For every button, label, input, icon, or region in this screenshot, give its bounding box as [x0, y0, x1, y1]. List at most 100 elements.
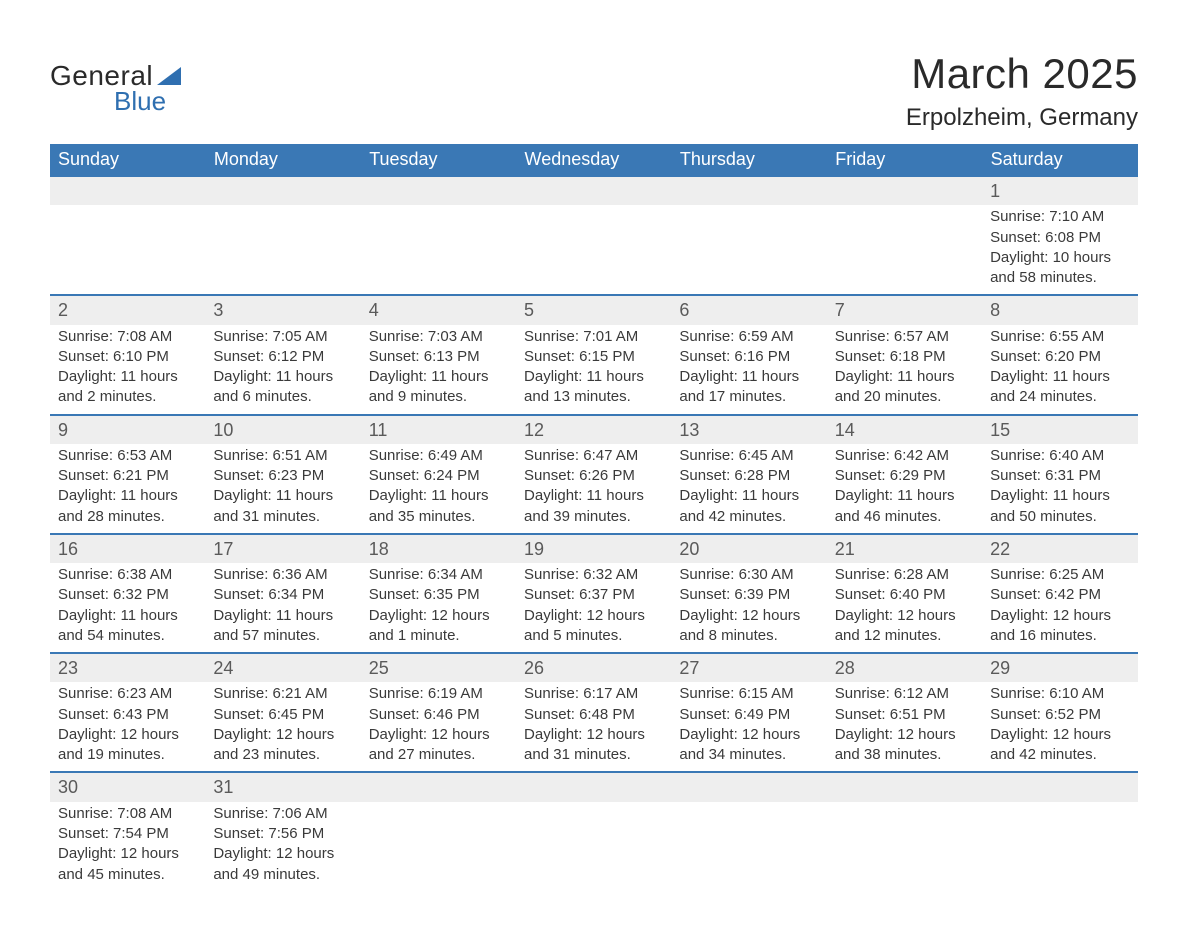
sunrise-text: Sunrise: 7:08 AM	[58, 804, 197, 824]
page-header: General Blue March 2025 Erpolzheim, Germ…	[50, 50, 1138, 132]
empty-cell	[827, 205, 982, 295]
day-detail: Sunrise: 6:49 AMSunset: 6:24 PMDaylight:…	[361, 444, 516, 534]
day-header: Monday	[205, 144, 360, 176]
sunrise-text: Sunrise: 6:32 AM	[524, 565, 663, 585]
daylight-text: Daylight: 12 hours	[58, 844, 197, 864]
day-number: 30	[50, 773, 205, 801]
sunset-text: Sunset: 6:08 PM	[990, 228, 1129, 248]
empty-cell	[361, 176, 516, 205]
daylight-text: Daylight: 12 hours	[369, 606, 508, 626]
day-number: 7	[827, 296, 982, 324]
day-number: 29	[982, 654, 1137, 682]
sunrise-text: Sunrise: 6:23 AM	[58, 684, 197, 704]
logo-triangle-icon	[157, 67, 181, 85]
daylight-text: Daylight: 10 hours	[990, 248, 1129, 268]
day-cell: 20	[671, 534, 826, 563]
sunrise-text: Sunrise: 6:12 AM	[835, 684, 974, 704]
day-detail: Sunrise: 6:57 AMSunset: 6:18 PMDaylight:…	[827, 325, 982, 415]
day-cell: 26	[516, 653, 671, 682]
sunset-text: Sunset: 6:18 PM	[835, 347, 974, 367]
daylight-text: Daylight: 11 hours	[213, 606, 352, 626]
daylight-text: and 31 minutes.	[524, 745, 663, 765]
day-number: 27	[671, 654, 826, 682]
sunset-text: Sunset: 6:29 PM	[835, 466, 974, 486]
sunrise-text: Sunrise: 6:25 AM	[990, 565, 1129, 585]
daylight-text: Daylight: 12 hours	[835, 725, 974, 745]
day-cell: 10	[205, 415, 360, 444]
day-number: 8	[982, 296, 1137, 324]
empty-cell	[50, 205, 205, 295]
daylight-text: and 34 minutes.	[679, 745, 818, 765]
daylight-text: and 2 minutes.	[58, 387, 197, 407]
day-header: Friday	[827, 144, 982, 176]
sunrise-text: Sunrise: 6:53 AM	[58, 446, 197, 466]
sunrise-text: Sunrise: 6:10 AM	[990, 684, 1129, 704]
week-detail-row: Sunrise: 7:08 AMSunset: 6:10 PMDaylight:…	[50, 325, 1138, 415]
daylight-text: and 39 minutes.	[524, 507, 663, 527]
daylight-text: Daylight: 11 hours	[835, 486, 974, 506]
day-cell: 15	[982, 415, 1137, 444]
daylight-text: Daylight: 12 hours	[213, 844, 352, 864]
week-row: 1	[50, 176, 1138, 205]
daylight-text: Daylight: 11 hours	[58, 606, 197, 626]
day-number: 16	[50, 535, 205, 563]
day-detail: Sunrise: 6:55 AMSunset: 6:20 PMDaylight:…	[982, 325, 1137, 415]
sunrise-text: Sunrise: 6:57 AM	[835, 327, 974, 347]
daylight-text: Daylight: 12 hours	[369, 725, 508, 745]
daylight-text: Daylight: 11 hours	[835, 367, 974, 387]
day-detail: Sunrise: 6:30 AMSunset: 6:39 PMDaylight:…	[671, 563, 826, 653]
day-cell: 5	[516, 295, 671, 324]
daylight-text: Daylight: 11 hours	[524, 367, 663, 387]
day-detail: Sunrise: 6:21 AMSunset: 6:45 PMDaylight:…	[205, 682, 360, 772]
day-detail: Sunrise: 7:06 AMSunset: 7:56 PMDaylight:…	[205, 802, 360, 891]
sunset-text: Sunset: 6:42 PM	[990, 585, 1129, 605]
empty-cell	[827, 802, 982, 891]
day-number: 14	[827, 416, 982, 444]
daylight-text: Daylight: 12 hours	[679, 606, 818, 626]
day-header: Wednesday	[516, 144, 671, 176]
day-number: 3	[205, 296, 360, 324]
day-cell: 3	[205, 295, 360, 324]
week-row: 9 10 11 12 13 14 15	[50, 415, 1138, 444]
daylight-text: Daylight: 11 hours	[524, 486, 663, 506]
sunrise-text: Sunrise: 6:42 AM	[835, 446, 974, 466]
sunrise-text: Sunrise: 6:19 AM	[369, 684, 508, 704]
sunrise-text: Sunrise: 6:38 AM	[58, 565, 197, 585]
sunrise-text: Sunrise: 6:55 AM	[990, 327, 1129, 347]
week-detail-row: Sunrise: 7:08 AMSunset: 7:54 PMDaylight:…	[50, 802, 1138, 891]
day-cell: 31	[205, 772, 360, 801]
day-detail: Sunrise: 6:47 AMSunset: 6:26 PMDaylight:…	[516, 444, 671, 534]
day-number: 10	[205, 416, 360, 444]
day-cell: 30	[50, 772, 205, 801]
day-detail: Sunrise: 7:01 AMSunset: 6:15 PMDaylight:…	[516, 325, 671, 415]
sunrise-text: Sunrise: 7:01 AM	[524, 327, 663, 347]
empty-cell	[516, 802, 671, 891]
daylight-text: and 19 minutes.	[58, 745, 197, 765]
sunset-text: Sunset: 6:31 PM	[990, 466, 1129, 486]
empty-cell	[361, 205, 516, 295]
sunrise-text: Sunrise: 6:49 AM	[369, 446, 508, 466]
day-detail: Sunrise: 6:23 AMSunset: 6:43 PMDaylight:…	[50, 682, 205, 772]
daylight-text: and 17 minutes.	[679, 387, 818, 407]
day-detail: Sunrise: 6:17 AMSunset: 6:48 PMDaylight:…	[516, 682, 671, 772]
day-cell: 25	[361, 653, 516, 682]
day-cell: 14	[827, 415, 982, 444]
sunrise-text: Sunrise: 6:45 AM	[679, 446, 818, 466]
sunrise-text: Sunrise: 6:15 AM	[679, 684, 818, 704]
empty-cell	[671, 176, 826, 205]
day-cell: 8	[982, 295, 1137, 324]
day-cell: 18	[361, 534, 516, 563]
month-title: March 2025	[906, 50, 1138, 98]
daylight-text: Daylight: 12 hours	[58, 725, 197, 745]
daylight-text: Daylight: 11 hours	[990, 367, 1129, 387]
day-cell: 1	[982, 176, 1137, 205]
day-number: 22	[982, 535, 1137, 563]
sunrise-text: Sunrise: 7:10 AM	[990, 207, 1129, 227]
day-number: 20	[671, 535, 826, 563]
calendar-table: Sunday Monday Tuesday Wednesday Thursday…	[50, 144, 1138, 891]
day-detail: Sunrise: 6:45 AMSunset: 6:28 PMDaylight:…	[671, 444, 826, 534]
sunset-text: Sunset: 6:52 PM	[990, 705, 1129, 725]
sunset-text: Sunset: 6:12 PM	[213, 347, 352, 367]
day-detail: Sunrise: 6:15 AMSunset: 6:49 PMDaylight:…	[671, 682, 826, 772]
daylight-text: Daylight: 12 hours	[679, 725, 818, 745]
